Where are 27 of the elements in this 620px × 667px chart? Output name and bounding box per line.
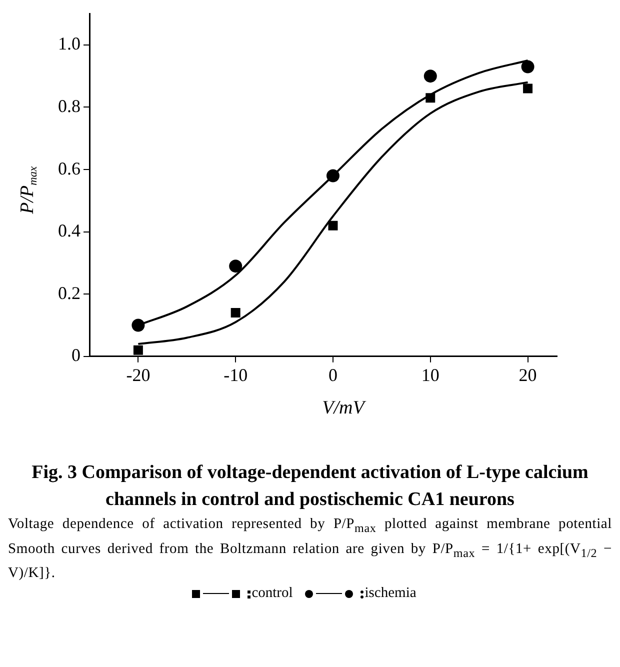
x-axis-title: V/mV: [322, 397, 367, 418]
legend-label: ischemia: [364, 584, 416, 601]
x-tick-label: 20: [518, 364, 537, 385]
point: [328, 220, 338, 230]
legend-label: control: [252, 584, 293, 601]
y-tick-label: 0.2: [58, 282, 80, 303]
text: Fig. 3 Comparison of voltage-dependent activation of L-type calcium channels in control and postischemic CA1 neurons: [30, 461, 590, 512]
point: [230, 308, 240, 318]
point: [426, 93, 436, 103]
point: [424, 70, 437, 83]
x-tick-label: -10: [224, 364, 248, 385]
point: [133, 345, 143, 355]
y-tick-label: 1.0: [58, 34, 80, 54]
y-tick-label: 0.4: [58, 220, 80, 241]
point: [521, 60, 534, 74]
y-axis-title: P/Pmax: [17, 166, 40, 215]
point: [132, 318, 145, 332]
text: Voltage dependence of activation represented by P/P$_{max}$ plotted against membrane potential Smooth curves derived from the Boltzmann relation are given by P/P$_{max}$ = 1/{1+ exp[(V$_{1/2}$ − V)/K]}.: [8, 516, 612, 582]
y-tick-label: 0.8: [58, 96, 80, 116]
x-tick-label: -20: [126, 364, 150, 385]
x-tick-label: 10: [421, 364, 440, 385]
point: [523, 84, 533, 94]
x-tick-label: 0: [328, 364, 338, 385]
y-tick-label: 0.6: [58, 158, 80, 178]
point: [326, 169, 340, 182]
y-tick-label: 0: [72, 345, 80, 366]
point: [229, 260, 242, 273]
